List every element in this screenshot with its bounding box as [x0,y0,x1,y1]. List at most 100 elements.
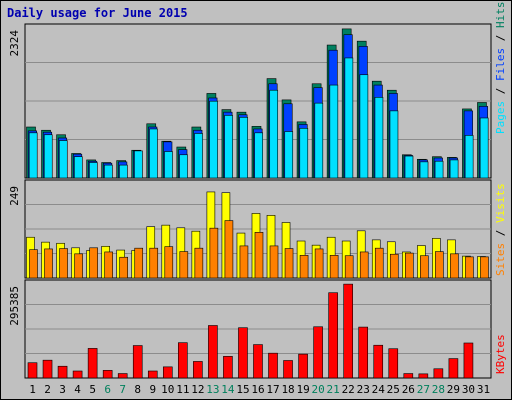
x-tick-label-day-11: 11 [176,383,189,396]
bar-kbytes-day-26 [403,373,414,379]
right-legend-2: KBytes [494,334,507,374]
bar-kbytes-day-18 [283,360,293,379]
x-tick-label-day-26: 26 [402,383,415,396]
bar-sites-day-14 [224,220,234,279]
bar-kbytes-day-13 [208,325,218,379]
bar-kbytes-day-2 [42,359,53,379]
bar-pages-day-3 [58,140,68,179]
bar-pages-day-15 [239,117,248,179]
bar-pages-day-18 [284,131,294,179]
x-tick-label-day-13: 13 [206,383,219,396]
x-tick-label-day-12: 12 [191,383,204,396]
bar-kbytes-day-15 [238,327,248,379]
bar-kbytes-day-21 [328,292,338,379]
bar-pages-day-26 [404,155,414,179]
y-axis-max-label-2: 295385 [8,286,21,326]
bar-sites-day-8 [134,247,144,279]
chart-title: Daily usage for June 2015 [7,6,188,20]
bar-pages-day-2 [43,134,53,179]
bar-pages-day-27 [419,161,429,179]
bar-kbytes-day-3 [57,365,68,379]
legend-visits: Visits [494,183,507,223]
bar-sites-day-26 [405,252,414,279]
bar-kbytes-day-14 [223,356,233,379]
bar-kbytes-day-7 [117,373,128,379]
bar-sites-day-10 [164,246,174,279]
bar-sites-day-24 [374,247,384,279]
bar-sites-day-19 [299,255,309,279]
x-tick-label-day-29: 29 [447,383,460,396]
right-legend-0: Pages / Files / Hits [494,2,507,135]
x-tick-label-day-28: 28 [432,383,445,396]
x-tick-label-day-10: 10 [161,383,174,396]
bar-pages-day-13 [209,100,218,179]
x-tick-label-day-5: 5 [89,383,96,396]
x-tick-label-day-9: 9 [149,383,156,396]
y-axis-max-label-0: 2324 [8,30,21,57]
bar-pages-day-16 [254,132,263,179]
right-legend-1: Sites / Visits [494,183,507,276]
bar-sites-day-17 [269,245,279,279]
bar-kbytes-day-24 [373,344,384,379]
y-axis-max-label-1: 249 [8,186,21,206]
bar-pages-day-14 [224,115,233,179]
legend-sites: Sites [494,243,507,276]
x-tick-label-day-21: 21 [327,383,340,396]
legend- /: / [494,81,507,101]
bar-pages-day-23 [359,74,369,179]
x-tick-label-day-14: 14 [221,383,235,396]
bar-sites-day-5 [89,247,98,279]
legend-hits: Hits [494,2,507,29]
bar-sites-day-12 [194,247,204,279]
bar-sites-day-9 [149,247,159,279]
x-tick-label-day-25: 25 [387,383,400,396]
x-tick-label-day-31: 31 [477,383,490,396]
bar-kbytes-day-19 [298,353,308,379]
bar-sites-day-29 [450,253,459,279]
bar-kbytes-day-29 [448,358,459,379]
x-tick-label-day-15: 15 [236,383,249,396]
x-tick-label-day-1: 1 [29,383,36,396]
bar-sites-day-13 [209,227,219,279]
bar-kbytes-day-23 [358,326,369,379]
bar-kbytes-day-4 [72,370,83,379]
bar-pages-day-20 [314,102,324,179]
bar-pages-day-21 [329,84,339,179]
x-tick-label-day-30: 30 [462,383,475,396]
x-tick-label-day-18: 18 [281,383,294,396]
x-tick-label-day-23: 23 [357,383,370,396]
x-tick-label-day-8: 8 [134,383,141,396]
bar-sites-day-28 [435,251,444,279]
bar-sites-day-20 [314,248,324,279]
x-tick-label-day-4: 4 [74,383,81,396]
bar-sites-day-16 [254,232,264,279]
bar-sites-day-22 [344,255,354,279]
bar-kbytes-day-25 [388,348,399,379]
bar-kbytes-day-17 [268,352,278,379]
x-tick-label-day-20: 20 [312,383,325,396]
bar-pages-day-1 [28,132,38,179]
bar-sites-day-18 [284,248,294,279]
bar-sites-day-1 [29,249,38,279]
bar-sites-day-11 [179,251,189,279]
bar-pages-day-24 [374,97,384,179]
bar-sites-day-23 [359,251,369,279]
bar-pages-day-10 [164,151,173,179]
bar-pages-day-11 [179,154,188,179]
x-tick-label-day-6: 6 [104,383,111,396]
x-tick-label-day-3: 3 [59,383,66,396]
bar-pages-day-29 [449,159,459,179]
bar-sites-day-21 [329,255,339,279]
bar-kbytes-day-20 [313,326,323,379]
bar-kbytes-day-16 [253,344,263,379]
bar-pages-day-30 [464,135,474,179]
x-tick-label-day-17: 17 [266,383,279,396]
bar-kbytes-day-22 [343,283,353,379]
legend-files: Files [494,48,507,81]
bar-kbytes-day-5 [87,348,98,379]
bar-kbytes-day-8 [132,345,143,379]
x-tick-label-day-24: 24 [372,383,386,396]
x-tick-label-day-16: 16 [251,383,264,396]
bar-pages-day-8 [134,150,143,179]
